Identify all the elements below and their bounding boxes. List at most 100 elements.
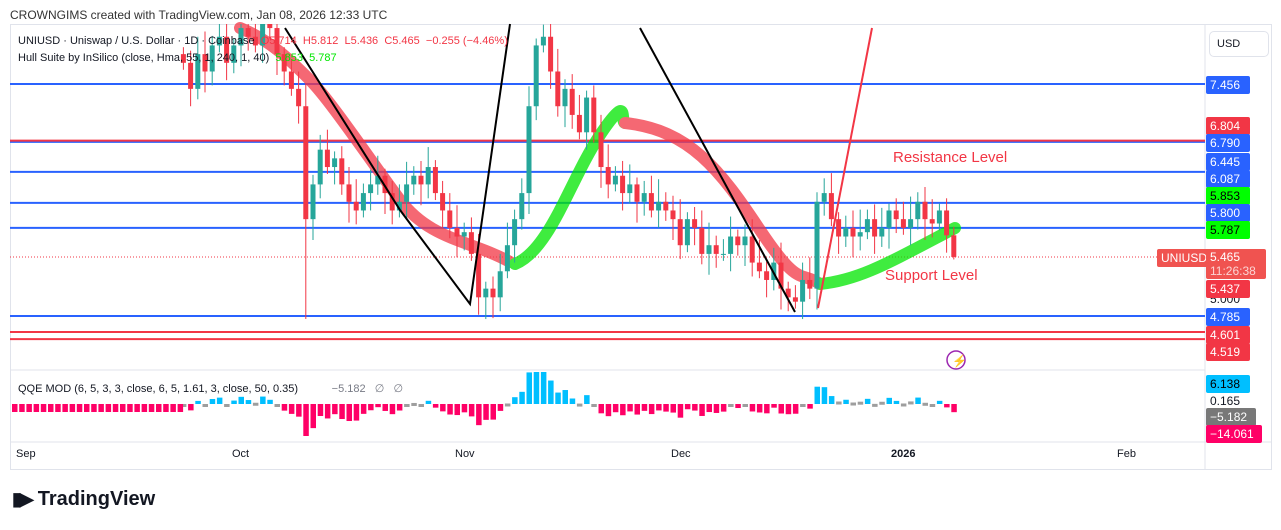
qqe-bar bbox=[396, 404, 403, 411]
qqe-bar bbox=[648, 404, 655, 415]
qqe-bar bbox=[591, 404, 597, 407]
candle-body bbox=[317, 149, 323, 185]
candle-body bbox=[828, 193, 834, 220]
qqe-bar bbox=[468, 404, 475, 417]
candle-body bbox=[699, 227, 705, 254]
brand-name: TradingView bbox=[37, 488, 156, 510]
candle-body bbox=[684, 219, 690, 246]
qqe-bar bbox=[105, 404, 112, 412]
hull-band-down-2 bbox=[619, 117, 826, 290]
qqe-na-2: ∅ bbox=[393, 383, 404, 395]
candle-body bbox=[368, 184, 374, 194]
qqe-bar bbox=[33, 404, 40, 412]
trendline-black-2 bbox=[639, 27, 796, 313]
qqe-bar bbox=[886, 397, 892, 404]
qqe-bar bbox=[324, 404, 331, 419]
candle-body bbox=[569, 88, 575, 115]
qqe-bar bbox=[476, 404, 482, 426]
candle-body bbox=[324, 149, 330, 168]
qqe-bar bbox=[915, 397, 921, 404]
candle-body bbox=[267, 24, 273, 29]
qqe-bar bbox=[800, 404, 806, 407]
qqe-bar bbox=[936, 400, 943, 404]
qqe-bar bbox=[134, 404, 140, 412]
qqe-bar bbox=[828, 396, 835, 404]
qqe-bar bbox=[274, 404, 280, 407]
candle-body bbox=[490, 288, 496, 298]
candle-body bbox=[915, 201, 921, 220]
qqe-bar bbox=[188, 404, 194, 411]
candle-body bbox=[742, 236, 748, 246]
candle-body bbox=[648, 193, 654, 211]
candle-body bbox=[440, 193, 446, 211]
symbol-legend[interactable]: UNIUSD · Uniswap / U.S. Dollar · 1D · Co… bbox=[18, 35, 508, 47]
qqe-label-current: −5.182 bbox=[1206, 408, 1256, 426]
qqe-bar bbox=[156, 404, 162, 412]
high-value: H5.812 bbox=[302, 35, 339, 47]
candle-body bbox=[540, 36, 546, 46]
candle-body bbox=[432, 167, 438, 194]
qqe-bar bbox=[620, 404, 626, 416]
time-tick-sep: Sep bbox=[16, 448, 36, 460]
candle-body bbox=[922, 201, 928, 220]
qqe-bar bbox=[504, 403, 511, 407]
candle-body bbox=[555, 71, 561, 107]
currency-button[interactable]: USD bbox=[1209, 31, 1269, 57]
qqe-bar bbox=[634, 404, 640, 415]
resistance-annotation: Resistance Level bbox=[893, 149, 1008, 166]
price-label-5787: 5.787 bbox=[1206, 221, 1250, 239]
qqe-bar bbox=[548, 380, 554, 404]
qqe-bar bbox=[252, 402, 259, 406]
candle-body bbox=[929, 219, 935, 224]
qqe-bar bbox=[245, 400, 252, 404]
candle-body bbox=[576, 114, 582, 133]
candle-body bbox=[778, 262, 784, 289]
time-tick-nov: Nov bbox=[455, 448, 475, 460]
qqe-bar bbox=[368, 404, 374, 411]
qqe-bar bbox=[627, 404, 633, 412]
candle-body bbox=[857, 232, 863, 237]
candle-body bbox=[548, 36, 554, 72]
hull-legend[interactable]: Hull Suite by InSilico (close, Hma, 55, … bbox=[18, 52, 337, 64]
candle-body bbox=[375, 175, 381, 185]
qqe-bar bbox=[843, 399, 849, 404]
qqe-label-upper: 6.138 bbox=[1206, 375, 1250, 393]
qqe-bar bbox=[231, 400, 237, 404]
candle-body bbox=[519, 193, 525, 220]
candle-body bbox=[468, 232, 474, 254]
qqe-bar bbox=[490, 404, 496, 420]
candle-body bbox=[274, 28, 280, 55]
qqe-bar bbox=[432, 404, 439, 408]
qqe-bar bbox=[526, 372, 532, 404]
qqe-title: QQE MOD (6, 5, 3, 3, close, 6, 5, 1.61, … bbox=[18, 383, 299, 395]
qqe-legend[interactable]: QQE MOD (6, 5, 3, 3, close, 6, 5, 1.61, … bbox=[18, 382, 403, 395]
candle-body bbox=[814, 201, 820, 289]
symbol-description: UNIUSD · Uniswap / U.S. Dollar · 1D · Co… bbox=[18, 35, 255, 47]
candle-body bbox=[843, 227, 849, 237]
open-value: O5.714 bbox=[260, 35, 297, 47]
qqe-bar bbox=[699, 404, 705, 416]
tradingview-logo[interactable]: ▮▶ TradingView bbox=[12, 488, 155, 511]
candle-body bbox=[850, 227, 856, 237]
qqe-bar bbox=[48, 404, 54, 412]
candle-body bbox=[620, 175, 626, 194]
qqe-bar bbox=[454, 404, 460, 416]
qqe-bar bbox=[785, 404, 792, 415]
qqe-bar bbox=[792, 404, 799, 414]
alert-bolt-icon[interactable] bbox=[946, 350, 966, 370]
time-tick-2026: 2026 bbox=[891, 448, 916, 460]
candle-body bbox=[332, 158, 338, 168]
qqe-bar bbox=[879, 401, 885, 405]
qqe-bar bbox=[447, 404, 453, 415]
candle-body bbox=[238, 28, 244, 46]
qqe-bar bbox=[238, 396, 244, 404]
qqe-bar bbox=[339, 404, 345, 420]
qqe-bar bbox=[461, 404, 468, 413]
low-value: L5.436 bbox=[344, 35, 379, 47]
candle-body bbox=[785, 288, 791, 298]
candle-body bbox=[706, 245, 712, 254]
candle-body bbox=[404, 184, 410, 202]
qqe-bar bbox=[836, 401, 842, 405]
qqe-bar bbox=[425, 400, 432, 404]
price-chart[interactable]: ⚡ bbox=[0, 0, 1281, 470]
